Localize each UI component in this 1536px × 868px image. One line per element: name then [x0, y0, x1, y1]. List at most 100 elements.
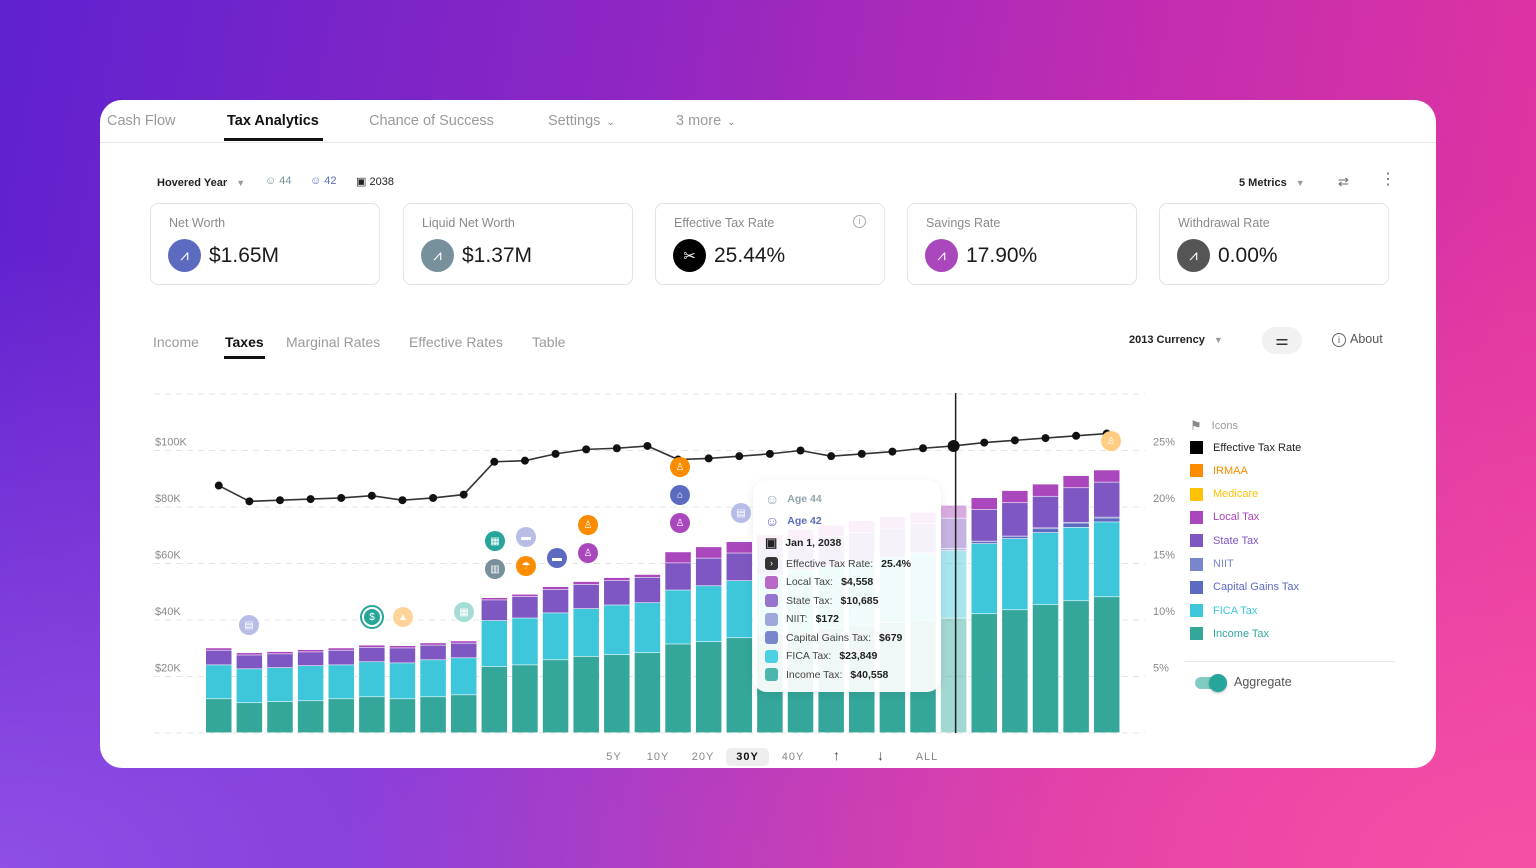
- info-icon[interactable]: i: [853, 215, 866, 228]
- taxes-chart[interactable]: $20K $40K $60K $80K $100K 5% 10% 15% 20% 25%: [150, 380, 1175, 750]
- person-event-icon[interactable]: ♙: [670, 513, 690, 533]
- baby-face-icon: ☺: [265, 175, 277, 187]
- effective-tax-rate-point: [367, 491, 376, 500]
- range-all-button[interactable]: ALL: [915, 751, 939, 763]
- legend-swatch: [1190, 557, 1203, 571]
- range-20y-button[interactable]: 20Y: [691, 751, 715, 763]
- metrics-label: 5 Metrics: [1239, 177, 1287, 189]
- legend-item[interactable]: FICA Tax: [1190, 604, 1257, 618]
- tab-chance-of-success[interactable]: Chance of Success: [369, 113, 494, 129]
- car-event-icon[interactable]: ▬: [547, 548, 567, 568]
- about-button[interactable]: i About: [1332, 332, 1383, 347]
- bar-segment-local-tax: [297, 649, 324, 652]
- tab-more[interactable]: 3 more ⌄: [676, 113, 736, 129]
- legend-item[interactable]: Local Tax: [1190, 510, 1259, 524]
- tooltip-label: Capital Gains Tax:: [786, 631, 872, 644]
- legend-item[interactable]: IRMAA: [1190, 464, 1248, 478]
- metric-card-liquid-net-worth[interactable]: Liquid Net Worth ⩘ $1.37M: [403, 203, 633, 285]
- legend-divider: [1185, 661, 1395, 662]
- metric-card-net-worth[interactable]: Net Worth ⩘ $1.65M: [150, 203, 380, 285]
- legend-item[interactable]: Medicare: [1190, 487, 1258, 501]
- subtab-income[interactable]: Income: [153, 334, 199, 350]
- legend-swatch: [1190, 464, 1203, 478]
- bar-segment-fica-tax: [695, 586, 722, 642]
- filter-settings-button[interactable]: ⚌: [1262, 327, 1302, 354]
- range-30y-button[interactable]: 30Y: [726, 748, 769, 766]
- more-vert-icon[interactable]: ⋮: [1380, 171, 1396, 188]
- subtab-effective-rates[interactable]: Effective Rates: [409, 334, 503, 350]
- baby-face-icon: ☺: [765, 491, 780, 507]
- arrow-up-icon[interactable]: ↑: [833, 747, 841, 763]
- briefcase-event-icon[interactable]: ▤: [731, 503, 751, 523]
- bar-segment-local-tax: [1002, 490, 1028, 503]
- age-1-value: 44: [279, 175, 292, 187]
- tooltip-value: $4,558: [841, 576, 874, 588]
- legend-item[interactable]: State Tax: [1190, 534, 1259, 548]
- tooltip-label: FICA Tax:: [786, 650, 832, 662]
- bar-segment-fica-tax: [236, 669, 263, 703]
- subtab-taxes[interactable]: Taxes: [225, 334, 264, 350]
- bar-segment-fica-tax: [297, 666, 324, 701]
- range-5y-button[interactable]: 5Y: [606, 751, 622, 763]
- tab-tax-analytics[interactable]: Tax Analytics: [227, 113, 319, 129]
- legend-swatch: [1190, 534, 1203, 548]
- bar-segment-state-tax: [573, 584, 599, 609]
- legend-item[interactable]: NIIT: [1190, 557, 1234, 571]
- city-event-icon[interactable]: ▥: [485, 559, 505, 579]
- legend-icons-toggle[interactable]: ⚑ Icons: [1190, 418, 1238, 434]
- range-40y-button[interactable]: 40Y: [781, 751, 805, 763]
- range-10y-button[interactable]: 10Y: [646, 751, 670, 763]
- series-swatch: [765, 594, 778, 607]
- subtab-marginal-rates[interactable]: Marginal Rates: [286, 334, 381, 350]
- metric-value: 17.90%: [966, 244, 1038, 267]
- legend-item[interactable]: Income Tax: [1190, 627, 1269, 641]
- bar-segment-income-tax: [1032, 605, 1059, 733]
- effective-tax-rate-point: [827, 452, 836, 461]
- subtab-table[interactable]: Table: [532, 334, 566, 350]
- metric-card-savings-rate[interactable]: Savings Rate ⩘ 17.90%: [907, 203, 1137, 285]
- legend-item[interactable]: Capital Gains Tax: [1190, 580, 1299, 594]
- home-event-icon[interactable]: ⌂: [670, 485, 690, 505]
- metrics-dropdown[interactable]: 5 Metrics ▼: [1239, 177, 1305, 189]
- person-event-icon[interactable]: ♙: [578, 543, 598, 563]
- sliders-icon: ⚌: [1275, 332, 1289, 349]
- person-event-icon[interactable]: ♙: [1101, 431, 1121, 451]
- effective-tax-rate-point: [919, 444, 928, 453]
- arrow-down-icon[interactable]: ↓: [877, 747, 885, 763]
- hovered-year-dropdown[interactable]: Hovered Year ▼: [157, 177, 245, 189]
- bar-segment-fica-tax: [1063, 527, 1089, 601]
- effective-tax-rate-point: [429, 493, 438, 502]
- bar-segment-income-tax: [389, 699, 416, 733]
- graduation-cap-event-icon[interactable]: ▲: [393, 607, 413, 627]
- y2-tick-label: 15%: [1153, 550, 1175, 562]
- beach-umbrella-event-icon[interactable]: ☂: [516, 556, 536, 576]
- dollar-event-icon[interactable]: $: [362, 607, 382, 627]
- aggregate-toggle[interactable]: [1195, 674, 1227, 692]
- metric-card-effective-tax-rate[interactable]: Effective Tax Rate i ✂ 25.44%: [655, 203, 885, 285]
- person-event-icon[interactable]: ♙: [670, 457, 690, 477]
- effective-tax-rate-point: [704, 454, 713, 463]
- legend-item[interactable]: Effective Tax Rate: [1190, 441, 1301, 454]
- tab-settings[interactable]: Settings ⌄: [548, 113, 615, 129]
- effective-tax-rate-point: [1072, 431, 1081, 440]
- bar-segment-capital-gains-tax: [1002, 536, 1028, 539]
- tooltip-label: Effective Tax Rate:: [786, 557, 874, 570]
- metric-value: 25.44%: [714, 244, 786, 267]
- currency-dropdown[interactable]: 2013 Currency ▼: [1129, 334, 1223, 346]
- swap-icon[interactable]: ⇄: [1338, 174, 1349, 189]
- metric-card-withdrawal-rate[interactable]: Withdrawal Rate ⩘ 0.00%: [1159, 203, 1389, 285]
- currency-label: 2013 Currency: [1129, 334, 1205, 346]
- bar-segment-state-tax: [665, 563, 691, 590]
- bar-segment-fica-tax: [206, 665, 232, 699]
- building-event-icon[interactable]: ▦: [485, 531, 505, 551]
- briefcase-event-icon[interactable]: ▤: [239, 615, 259, 635]
- legend-label: IRMAA: [1213, 464, 1248, 477]
- effective-tax-rate-point: [551, 449, 560, 458]
- tab-cash-flow[interactable]: Cash Flow: [107, 113, 176, 129]
- bar-segment-niit: [1032, 528, 1059, 529]
- person-event-icon[interactable]: ♙: [578, 515, 598, 535]
- bar-segment-fica-tax: [359, 662, 385, 697]
- baby-face-icon: ☺: [765, 513, 780, 529]
- building-event-icon[interactable]: ▦: [454, 602, 474, 622]
- car-event-icon[interactable]: ▬: [516, 527, 536, 547]
